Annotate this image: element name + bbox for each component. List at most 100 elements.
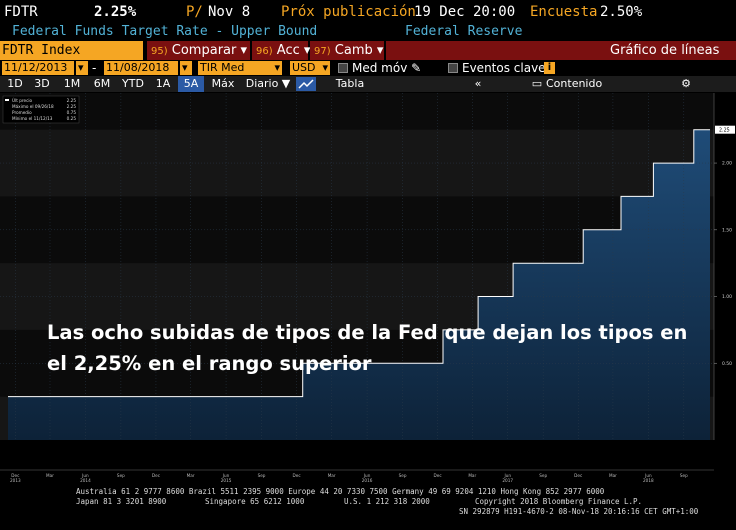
x-tick-year: 2014 bbox=[80, 478, 91, 483]
info-icon[interactable]: i bbox=[544, 62, 555, 74]
x-tick-year: 2015 bbox=[221, 478, 232, 483]
rate-step-line bbox=[8, 129, 710, 398]
x-tick-label: Jun bbox=[81, 473, 89, 478]
last-value: 2.25% bbox=[94, 4, 137, 20]
index-field[interactable]: FDTR Index bbox=[0, 41, 143, 60]
moving-avg-checkbox[interactable] bbox=[338, 63, 348, 73]
x-tick-label: Mar bbox=[609, 473, 617, 478]
next-release-label: Próx publicación bbox=[281, 4, 416, 20]
survey-label: Encuesta bbox=[530, 4, 598, 20]
next-release-date: 19 Dec 20:00 bbox=[414, 4, 516, 20]
x-tick-year: 2018 bbox=[643, 478, 654, 483]
line-chart-icon[interactable] bbox=[296, 77, 316, 91]
measure-select[interactable]: TIR Med ▾ bbox=[198, 61, 282, 75]
x-tick-label: Mar bbox=[468, 473, 476, 478]
change-menu[interactable]: 97) Camb ▾ bbox=[310, 41, 384, 60]
period-1a[interactable]: 1A bbox=[155, 77, 171, 90]
last-value-label: 2.25 bbox=[719, 127, 730, 133]
caption-line-2: el 2,25% en el rango superior bbox=[47, 352, 372, 375]
x-tick-label: Dec bbox=[574, 473, 583, 478]
x-tick-label: Jun bbox=[363, 473, 371, 478]
x-tick-year: 2013 bbox=[10, 478, 21, 483]
legend-swatch bbox=[5, 99, 9, 101]
toolbar: FDTR Index 95) Comparar ▾ 96) Acc ▾ 97) … bbox=[0, 41, 736, 60]
events-label: Eventos clave bbox=[462, 61, 546, 75]
y-axis: 0.50 1.00 1.50 2.00 2.25 bbox=[713, 93, 736, 440]
gear-icon[interactable]: ⚙ bbox=[681, 77, 691, 90]
x-tick-label: Sep bbox=[258, 473, 266, 478]
caption-overlay: Las ocho subidas de tipos de la Fed que … bbox=[47, 317, 707, 379]
date-separator: - bbox=[92, 61, 97, 75]
y-tick-label: 2.00 bbox=[722, 161, 732, 167]
period-ytd[interactable]: YTD bbox=[122, 77, 144, 90]
x-tick-label: Sep bbox=[539, 473, 547, 478]
controls-row: 11/12/2013 ▾ - 11/08/2018 ▾ TIR Med ▾ USD… bbox=[0, 60, 736, 76]
period-1m[interactable]: 1M bbox=[63, 77, 81, 90]
footer-phones: Australia 61 2 9777 8600 Brazil 5511 239… bbox=[76, 487, 605, 496]
rate-area-fill bbox=[8, 129, 710, 440]
contents-button[interactable]: Contenido bbox=[546, 77, 603, 90]
x-tick-label: Sep bbox=[399, 473, 407, 478]
x-tick-label: Dec bbox=[152, 473, 161, 478]
collapse-icon[interactable]: « bbox=[474, 77, 482, 90]
contents-icon[interactable]: ▭ bbox=[531, 77, 543, 90]
legend-last-label: Últ precio bbox=[12, 98, 33, 103]
legend-max-value: 2.25 bbox=[67, 104, 77, 109]
period-6m[interactable]: 6M bbox=[93, 77, 111, 90]
y-tick-label: 1.00 bbox=[722, 294, 732, 300]
source-label: Federal Reserve bbox=[405, 24, 523, 39]
x-tick-label: Sep bbox=[680, 473, 688, 478]
actions-menu[interactable]: 96) Acc ▾ bbox=[252, 41, 310, 60]
period-max[interactable]: Máx bbox=[211, 77, 235, 90]
footer-us: U.S. 1 212 318 2000 bbox=[344, 497, 430, 506]
description-row: Federal Funds Target Rate - Upper Bound … bbox=[0, 23, 736, 41]
last-value-tag bbox=[715, 125, 735, 134]
period-1d[interactable]: 1D bbox=[7, 77, 23, 90]
start-date-input[interactable]: 11/12/2013 bbox=[2, 61, 74, 75]
end-date-dropdown[interactable]: ▾ bbox=[180, 61, 192, 75]
x-tick-label: Jun bbox=[503, 473, 511, 478]
period-3d[interactable]: 3D bbox=[34, 77, 50, 90]
legend-max-label: Máximo el 09/26/18 bbox=[12, 104, 54, 109]
survey-value: 2.50% bbox=[600, 4, 643, 20]
start-date-dropdown[interactable]: ▾ bbox=[76, 61, 88, 75]
rate-line bbox=[8, 129, 710, 398]
chart-type-label[interactable]: Gráfico de líneas bbox=[602, 41, 736, 60]
period-bar: 1D 3D 1M 6M YTD 1A 5A Máx Diario ▼ Tabla… bbox=[0, 76, 736, 92]
caption-line-1: Las ocho subidas de tipos de la Fed que … bbox=[47, 321, 688, 344]
footer-copyright: Copyright 2018 Bloomberg Finance L.P. bbox=[475, 497, 643, 506]
pencil-icon[interactable]: ✎ bbox=[411, 61, 422, 75]
table-button[interactable]: Tabla bbox=[335, 77, 365, 90]
period-5a[interactable]: 5A bbox=[178, 76, 204, 92]
x-tick-label: Dec bbox=[434, 473, 443, 478]
footer-japan: Japan 81 3 3201 8900 bbox=[76, 497, 167, 506]
legend-avg-value: 0.75 bbox=[67, 110, 77, 115]
legend-min-value: 0.25 bbox=[67, 116, 77, 121]
rate-area bbox=[8, 129, 710, 440]
compare-menu[interactable]: 95) Comparar ▾ bbox=[147, 41, 250, 60]
moving-avg-label: Med móv ✎ bbox=[352, 61, 422, 75]
legend-box bbox=[2, 95, 80, 124]
y-tick-label: 1.50 bbox=[722, 227, 732, 233]
footer-serial: SN 292879 H191-4670-2 08-Nov-18 20:16:16… bbox=[459, 507, 699, 516]
x-tick-year: 2016 bbox=[362, 478, 373, 483]
x-tick-label: Dec bbox=[11, 473, 20, 478]
y-axis-background bbox=[714, 93, 736, 440]
x-axis-background bbox=[0, 470, 736, 485]
x-tick-label: Sep bbox=[117, 473, 125, 478]
x-tick-label: Jun bbox=[222, 473, 230, 478]
footer-singapore: Singapore 65 6212 1000 bbox=[205, 497, 305, 506]
frequency-select[interactable]: Diario ▼ bbox=[245, 77, 291, 90]
x-tick-label: Mar bbox=[46, 473, 54, 478]
x-tick-label: Mar bbox=[187, 473, 195, 478]
legend-avg-label: Promedio bbox=[12, 110, 32, 115]
currency-select[interactable]: USD ▾ bbox=[290, 61, 330, 75]
footer: Australia 61 2 9777 8600 Brazil 5511 239… bbox=[0, 485, 736, 530]
legend-min-label: Mínimo el 11/12/13 bbox=[12, 116, 53, 121]
events-checkbox[interactable] bbox=[448, 63, 458, 73]
rate-chart: 0.50 1.00 1.50 2.00 2.25 Dec 2013 Mar Jun 2014 Se… bbox=[0, 93, 736, 485]
end-date-input[interactable]: 11/08/2018 bbox=[104, 61, 178, 75]
prev-date: Nov 8 bbox=[208, 4, 251, 20]
x-tick-label: Mar bbox=[328, 473, 336, 478]
